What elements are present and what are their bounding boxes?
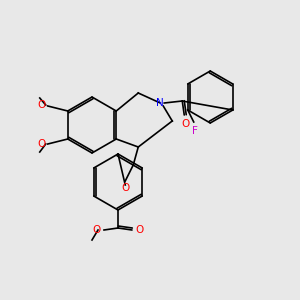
Text: O: O: [38, 100, 46, 110]
Text: F: F: [192, 126, 198, 136]
Text: N: N: [156, 98, 164, 108]
Text: O: O: [135, 225, 143, 235]
Text: O: O: [93, 225, 101, 235]
Text: O: O: [121, 183, 129, 193]
Text: O: O: [38, 139, 46, 149]
Text: O: O: [181, 119, 189, 129]
